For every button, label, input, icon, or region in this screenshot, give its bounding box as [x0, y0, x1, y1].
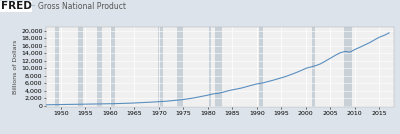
Bar [208, 27, 211, 107]
Text: —: — [30, 3, 36, 9]
Text: Gross National Product: Gross National Product [38, 1, 126, 11]
Bar [344, 27, 352, 107]
Y-axis label: Billions of Dollars: Billions of Dollars [13, 40, 18, 94]
Bar [78, 27, 83, 107]
Bar [259, 27, 263, 107]
Bar [55, 27, 60, 107]
Bar [177, 27, 184, 107]
Bar [158, 27, 163, 107]
Bar [312, 27, 315, 107]
Text: FRED: FRED [1, 1, 32, 11]
Bar [111, 27, 115, 107]
Bar [98, 27, 102, 107]
Bar [215, 27, 222, 107]
